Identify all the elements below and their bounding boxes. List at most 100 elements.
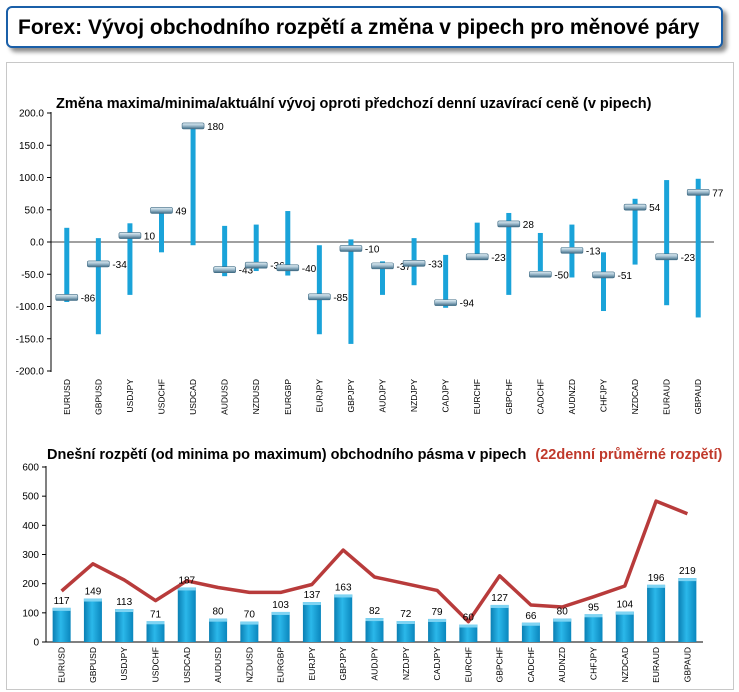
- chart2-y-tick-label: 200: [22, 579, 39, 590]
- chart1-range-bar: [537, 232, 543, 276]
- chart2-value-label: 113: [116, 597, 132, 608]
- chart2-bar-cap: [83, 598, 102, 602]
- chart1-value-label: 77: [712, 188, 724, 199]
- chart1-range-bar: [632, 198, 638, 265]
- chart1-current-marker: [497, 220, 521, 228]
- chart1-category-label: USDJPY: [125, 379, 135, 413]
- chart2-bar-cap: [490, 604, 509, 608]
- chart1-category-label: NZDUSD: [251, 379, 261, 414]
- chart1-range-bar: [190, 124, 196, 246]
- chart2-category-label: AUDNZD: [557, 647, 567, 682]
- chart1-value-label: -85: [333, 293, 348, 304]
- chart1-category-label: GBPCHF: [504, 379, 514, 414]
- chart2-bar-cap: [177, 587, 196, 591]
- chart1-value-label: -94: [460, 299, 475, 310]
- chart1-value-label: -33: [428, 259, 443, 270]
- chart2-title-group: Dnešní rozpětí (od minima po maximum) ob…: [47, 447, 722, 463]
- chart2-category-label: NZDUSD: [244, 647, 254, 682]
- chart2-bar: [302, 602, 321, 642]
- chart2-value-label: 196: [648, 573, 665, 584]
- chart2-value-label: 80: [557, 607, 569, 618]
- chart2-bar: [647, 584, 666, 642]
- chart2-value-label: 70: [244, 610, 256, 621]
- chart2-bar-cap: [396, 621, 415, 624]
- chart1-category-label: AUDUSD: [220, 379, 230, 415]
- chart1-category-label: NZDJPY: [409, 379, 419, 412]
- chart2-bar: [146, 621, 165, 642]
- chart2-bar-cap: [615, 611, 634, 615]
- chart2-category-label: GBPCHF: [495, 647, 505, 682]
- chart1-category-label: USDCHF: [157, 379, 167, 414]
- chart1-y-tick-label: 50.0: [25, 205, 45, 216]
- chart2-bar: [615, 611, 634, 642]
- chart1-category-label: EURAUD: [662, 379, 672, 415]
- chart1-range-bar: [316, 245, 322, 335]
- chart2-bar-cap: [553, 618, 572, 622]
- chart1-range-bar: [380, 261, 385, 295]
- chart2-value-label: 219: [679, 566, 696, 577]
- chart1-current-marker: [308, 293, 331, 301]
- chart2-value-label: 80: [213, 607, 225, 618]
- chart2-bar-cap: [459, 624, 478, 628]
- chart1-y-tick-label: -50.0: [21, 270, 44, 281]
- chart1-value-label: -23: [681, 253, 696, 264]
- chart2-bar-cap: [209, 618, 228, 622]
- chart2-category-label: CHFJPY: [589, 647, 599, 680]
- chart1-current-marker: [623, 203, 647, 211]
- chart1-range-bar: [64, 227, 70, 302]
- chart1-current-marker: [118, 232, 142, 239]
- chart-panel: [6, 62, 734, 690]
- chart2-bar: [83, 598, 102, 642]
- chart1-value-label: -51: [618, 271, 633, 282]
- chart1-current-marker: [434, 299, 457, 306]
- chart2-subtitle: (22denní průměrné rozpětí): [535, 447, 722, 463]
- chart2-category-label: CADJPY: [432, 647, 442, 681]
- chart1-value-label: -13: [586, 246, 601, 257]
- chart1-current-marker: [686, 189, 710, 196]
- chart2-value-label: 79: [432, 607, 444, 618]
- chart2-category-label: USDCHF: [151, 647, 161, 682]
- chart2-bar-cap: [146, 621, 165, 625]
- chart2-category-label: EURAUD: [651, 647, 661, 683]
- chart1-category-label: CADCHF: [535, 379, 545, 414]
- chart2-bar-cap: [240, 621, 259, 625]
- chart2-category-label: USDJPY: [119, 647, 129, 681]
- chart1-current-marker: [55, 294, 79, 301]
- chart1-value-label: -34: [112, 260, 127, 271]
- chart2-bar-cap: [334, 594, 353, 598]
- chart2-y-ticks: 600 500 400 300 200 100 0: [22, 463, 46, 649]
- chart1-current-marker: [339, 245, 363, 252]
- chart2-category-label: AUDUSD: [213, 647, 223, 683]
- chart2-bar: [365, 618, 384, 642]
- chart1-current-marker: [371, 262, 394, 270]
- chart1-y-tick-label: 0.0: [30, 238, 44, 249]
- chart2-bar-cap: [521, 622, 540, 626]
- chart1-current-marker: [592, 271, 615, 279]
- chart2-y-tick-label: 0: [33, 638, 39, 649]
- chart2-category-label: CADCHF: [526, 647, 536, 682]
- page-title: Forex: Vývoj obchodního rozpětí a změna …: [18, 16, 700, 39]
- chart1-category-label: EURJPY: [314, 379, 324, 413]
- chart1-range-bar: [95, 238, 101, 335]
- chart2-category-label: NZDCAD: [620, 647, 630, 682]
- chart2-bar: [177, 587, 196, 642]
- chart1-category-label: EURCHF: [472, 379, 482, 414]
- chart2-category-label: EURCHF: [463, 647, 473, 682]
- chart1-value-label: -23: [491, 253, 506, 264]
- chart2-bar-cap: [302, 602, 321, 606]
- chart1-value-label: 54: [649, 203, 661, 214]
- chart1-title: Změna maxima/minima/aktuální vývoj oprot…: [56, 96, 652, 112]
- chart2-y-tick-label: 400: [22, 521, 39, 532]
- chart2-bar-cap: [271, 611, 290, 615]
- chart2-bar-cap: [584, 614, 603, 618]
- chart2-bar: [334, 594, 353, 642]
- chart2-value-label: 187: [178, 575, 195, 586]
- chart1-range-bar: [159, 207, 164, 253]
- chart1-y-tick-label: 150.0: [19, 141, 44, 152]
- chart2-value-label: 137: [304, 590, 321, 601]
- chart2-value-label: 82: [369, 606, 381, 617]
- chart1-range-bar: [474, 222, 480, 257]
- chart1-category-label: EURUSD: [62, 379, 72, 415]
- chart1-value-label: -10: [365, 244, 380, 255]
- chart2-value-label: 117: [54, 596, 70, 607]
